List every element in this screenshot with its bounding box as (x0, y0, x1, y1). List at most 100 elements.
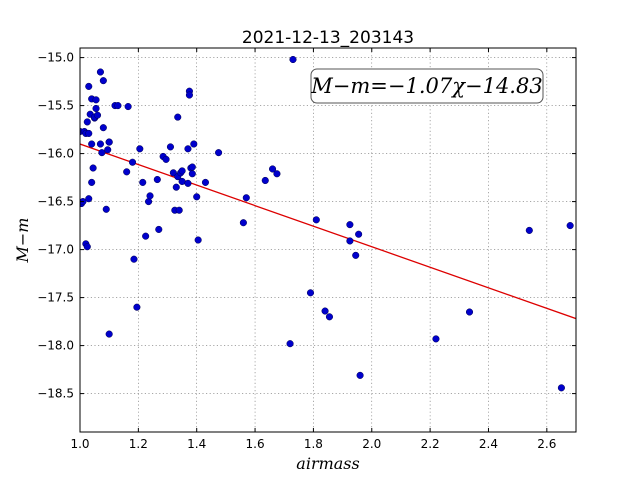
data-point (89, 164, 97, 172)
data-point (142, 232, 150, 240)
data-point (83, 118, 91, 126)
data-point (99, 77, 107, 85)
data-point (286, 340, 294, 348)
data-point (465, 308, 474, 316)
data-point (432, 335, 440, 343)
data-point (128, 158, 137, 166)
data-point (185, 91, 193, 99)
y-tick-label: −16.0 (37, 147, 74, 161)
data-point (190, 140, 198, 148)
data-point (355, 230, 363, 238)
y-tick-label: −17.5 (37, 291, 74, 305)
data-point (85, 129, 93, 137)
data-point (289, 55, 297, 64)
data-point (194, 236, 202, 244)
data-point (99, 124, 107, 132)
data-point (105, 330, 113, 338)
y-tick-label: −18.0 (37, 339, 74, 353)
plot-frame (79, 47, 577, 433)
y-tick-label: −16.5 (37, 195, 74, 209)
x-tick-label: 2.2 (421, 437, 440, 451)
data-point (566, 222, 574, 230)
data-point (136, 145, 144, 153)
data-point (133, 303, 141, 311)
data-point (85, 82, 93, 90)
fit-line-group (80, 143, 576, 320)
x-axis-label: airmass (296, 454, 359, 473)
data-point (174, 113, 182, 121)
data-point (92, 104, 100, 113)
data-point (88, 178, 96, 186)
x-tick-label: 1.4 (187, 437, 206, 451)
data-point (102, 205, 110, 213)
plot-area (80, 48, 576, 432)
data-point (96, 68, 104, 76)
data-point (98, 149, 106, 157)
data-point (124, 103, 132, 111)
y-tick-labels: −15.0 −15.5 −16.0 −16.5 −17.0 −17.5 −18.0 −18.5 (37, 51, 74, 401)
fit-equation-frame (310, 68, 544, 104)
y-tick-label: −15.5 (37, 99, 74, 113)
chart-title: 2021-12-13_203143 (242, 28, 414, 48)
fit-equation-text: M−m=−1.07χ−14.83 (310, 74, 542, 98)
data-point (261, 176, 269, 185)
x-tick-label: 1.0 (70, 437, 89, 451)
data-point (188, 170, 196, 178)
data-point (83, 243, 91, 251)
data-point (184, 145, 192, 153)
y-axis-label: M−m (13, 218, 32, 264)
fit-equation-box: M−m=−1.07χ−14.83 (310, 68, 544, 104)
data-point (239, 219, 247, 227)
data-point (352, 251, 360, 259)
data-point (306, 289, 315, 297)
data-point (92, 96, 100, 104)
y-tick-label: −18.5 (37, 387, 74, 401)
data-point (105, 138, 113, 146)
fit-line (80, 143, 576, 320)
data-point (155, 225, 163, 233)
data-point (188, 163, 196, 171)
data-point (193, 193, 201, 201)
data-point (325, 313, 334, 321)
x-tick-label: 2.4 (479, 437, 498, 451)
x-tick-label: 1.2 (129, 437, 148, 451)
axis-ticks (79, 48, 576, 432)
data-point (175, 206, 183, 214)
data-point (321, 307, 329, 315)
x-tick-label: 2.0 (362, 437, 381, 451)
y-tick-label: −17.0 (37, 243, 74, 257)
data-point (88, 140, 96, 148)
x-tick-label: 2.6 (537, 437, 556, 451)
x-tick-label: 1.8 (304, 437, 323, 451)
data-point (346, 221, 354, 229)
data-point (114, 102, 122, 110)
data-point (162, 155, 170, 163)
data-point (356, 371, 364, 379)
data-point (269, 165, 277, 173)
data-point (153, 175, 161, 184)
data-point (525, 226, 533, 234)
data-point (123, 168, 131, 176)
data-point (242, 194, 250, 202)
data-point (184, 179, 192, 187)
data-point (557, 384, 565, 392)
data-point (215, 149, 223, 157)
data-point (145, 198, 153, 206)
data-point (172, 183, 180, 191)
data-point (93, 111, 102, 119)
data-point (104, 146, 112, 154)
data-point (130, 255, 138, 263)
x-tick-labels: 1.0 1.2 1.4 1.6 1.8 2.0 2.2 2.4 2.6 (70, 437, 556, 451)
data-point (146, 192, 154, 200)
data-point (178, 167, 186, 175)
data-point (312, 216, 320, 224)
data-point (96, 140, 104, 148)
data-point (273, 170, 281, 178)
data-point (201, 178, 210, 186)
data-point (139, 178, 147, 186)
data-point (346, 237, 354, 245)
x-tick-label: 1.6 (246, 437, 265, 451)
y-tick-label: −15.0 (37, 51, 74, 65)
